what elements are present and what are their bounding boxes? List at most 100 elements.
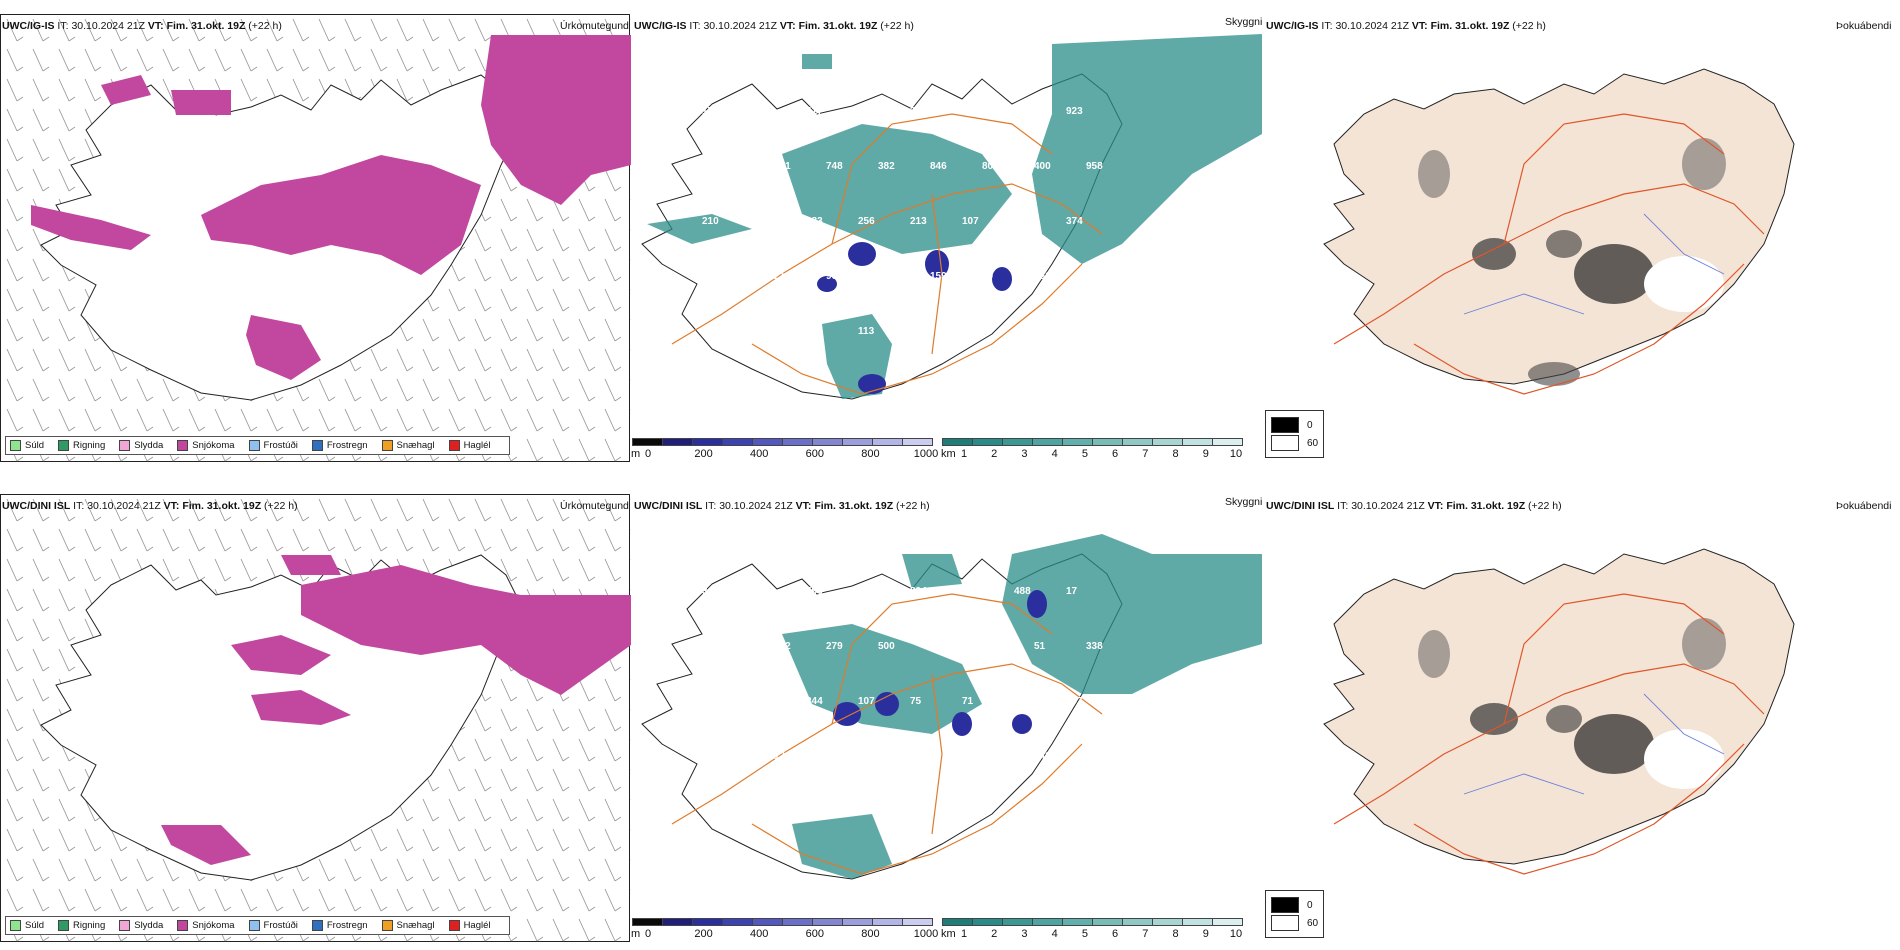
roads bbox=[671, 113, 1103, 395]
colorbar-tick: 6 bbox=[1112, 928, 1119, 940]
cloud-base-label: 32 bbox=[1086, 751, 1098, 762]
cloud-base-label: 201 bbox=[754, 586, 771, 597]
cloud-base-label: 132 bbox=[722, 161, 739, 172]
colorbar-segment bbox=[662, 918, 693, 926]
roads bbox=[1333, 593, 1765, 875]
colorbar-segment bbox=[872, 918, 903, 926]
colorbar-tick: 1000 bbox=[913, 448, 939, 460]
colorbar-tick: 5 bbox=[1081, 928, 1088, 940]
colorbar-tick: 400 bbox=[750, 928, 769, 940]
colorbar-segment bbox=[782, 918, 813, 926]
legend-item-snow: Snjókoma bbox=[177, 440, 235, 451]
cloud-base-label: 338 bbox=[1086, 641, 1103, 652]
cloud-base-label: 469 bbox=[858, 106, 875, 117]
precip-type-panel: Súld Rigning Slydda Snjókoma Frostúði Fr… bbox=[0, 494, 631, 943]
colorbar-tick: 5 bbox=[1081, 448, 1088, 460]
visibility-unit: km bbox=[941, 448, 956, 460]
legend-item-sleet: Slydda bbox=[119, 920, 163, 931]
cloud-base-label: 500 bbox=[878, 641, 895, 652]
visibility-shading bbox=[782, 534, 1262, 879]
colorbar-segment bbox=[722, 438, 753, 446]
cloud-base-label: 958 bbox=[1086, 161, 1103, 172]
cloud-base-label: 218 bbox=[774, 271, 791, 282]
fog-map bbox=[1323, 68, 1795, 395]
cloud-base-label: 186 bbox=[930, 641, 947, 652]
colorbar-tick: 400 bbox=[750, 448, 769, 460]
colorbar-segment bbox=[872, 438, 903, 446]
cloud-base-label: 113 bbox=[858, 326, 875, 337]
cloud-base-label: 422 bbox=[878, 751, 895, 762]
colorbar-tick: 6 bbox=[1112, 448, 1119, 460]
cloud-base-label: 894 bbox=[910, 586, 927, 597]
cloud-base-label: 495 bbox=[982, 641, 999, 652]
colorbar-tick: 10 bbox=[1229, 448, 1243, 460]
colorbar-tick: 7 bbox=[1142, 928, 1149, 940]
fog-legend: 0 60 bbox=[1265, 410, 1325, 458]
roads bbox=[671, 593, 1103, 875]
cloud-base-label: 846 bbox=[930, 161, 947, 172]
cloud-base-label: 213 bbox=[722, 271, 739, 282]
cloud-base-label: 213 bbox=[910, 216, 927, 227]
colorbar-tick: 3 bbox=[1021, 928, 1028, 940]
cloud-base-label: 246 bbox=[702, 806, 719, 817]
colorbar-segment bbox=[662, 438, 693, 446]
cloud-base-label: 405 bbox=[754, 106, 771, 117]
precip-type-panel: Súld Rigning Slydda Snjókoma Frostúði Fr… bbox=[0, 14, 631, 463]
panel-title: Þokuábendi bbox=[1836, 20, 1892, 32]
visibility-panel: 178 405 417 469 343 231 328 923 132 241 748 382 846 8… bbox=[631, 14, 1262, 462]
colorbar-segment bbox=[782, 438, 813, 446]
colorbar-tick: 200 bbox=[694, 448, 713, 460]
fog-shading bbox=[1418, 138, 1726, 386]
cloud-base-label: 178 bbox=[702, 106, 719, 117]
colorbar-segment bbox=[902, 918, 933, 926]
low-ceiling bbox=[833, 590, 1047, 736]
colorbar-tick: 1000 bbox=[913, 928, 939, 940]
panel-header: UWC/IG-IS IT: 30.10.2024 21Z VT: Fim. 31… bbox=[634, 20, 914, 32]
elevation-labels: 349 201 596 753 894 224 488 17 378 312 279 500 186 49… bbox=[702, 586, 1103, 817]
fog-shading bbox=[1418, 618, 1726, 789]
colorbar-segment bbox=[902, 438, 933, 446]
legend-item-hail: Haglél bbox=[448, 920, 491, 931]
cloud-base-label: 80 bbox=[982, 161, 994, 172]
panel-header: UWC/IG-IS IT: 30.10.2024 21Z VT: Fim. 31… bbox=[2, 20, 282, 32]
cloud-base-label: 151 bbox=[1034, 271, 1051, 282]
panel-header: UWC/DINI ISL IT: 30.10.2024 21Z VT: Fim.… bbox=[2, 500, 298, 512]
snow-areas bbox=[161, 555, 631, 865]
cloud-base-label: 159 bbox=[878, 271, 895, 282]
snow-areas bbox=[31, 35, 631, 380]
cloud-base-label: 140 bbox=[754, 806, 771, 817]
cloud-base-label: 256 bbox=[858, 216, 875, 227]
cloud-base-label: 210 bbox=[702, 216, 719, 227]
colorbar-segment bbox=[692, 438, 723, 446]
colorbar-segment bbox=[1152, 438, 1183, 446]
cloud-base-label: 142 bbox=[1034, 751, 1051, 762]
cloud-base-label: 220 bbox=[702, 696, 719, 707]
cloud-base-label: 983 bbox=[806, 216, 823, 227]
cloud-base-label: 159 bbox=[930, 271, 947, 282]
colorbar-tick: 4 bbox=[1051, 448, 1058, 460]
cloud-base-label: 417 bbox=[806, 106, 823, 117]
rivers bbox=[1463, 213, 1725, 315]
cloud-base-label: 10 bbox=[722, 751, 734, 762]
colorbar-segment bbox=[842, 438, 873, 446]
colorbar-segment bbox=[942, 918, 973, 926]
colorbar-segment bbox=[972, 918, 1003, 926]
fog-legend: 0 60 bbox=[1265, 890, 1325, 938]
precip-map bbox=[1, 15, 631, 463]
cloud-base-label: 96 bbox=[826, 751, 838, 762]
colorbar-segment bbox=[812, 918, 843, 926]
fog-map bbox=[1323, 548, 1795, 875]
colorbar-segment bbox=[692, 918, 723, 926]
colorbar-segment bbox=[752, 918, 783, 926]
colorbar-tick: 0 bbox=[644, 928, 652, 940]
visibility-map: 178 405 417 469 343 231 328 923 132 241 748 382 846 8… bbox=[641, 34, 1262, 400]
colorbar-segment bbox=[1092, 438, 1123, 446]
colorbar-segment bbox=[632, 918, 663, 926]
legend-item-snow-pellets: Snæhagl bbox=[381, 920, 435, 931]
cloud-base-label: 13 bbox=[982, 751, 994, 762]
cloud-base-label: 382 bbox=[878, 161, 895, 172]
colorbar-tick: 200 bbox=[694, 928, 713, 940]
cloud-base-label: 61 bbox=[962, 326, 974, 337]
visibility-shading bbox=[647, 34, 1262, 399]
legend-item-rain: Rigning bbox=[58, 440, 105, 451]
